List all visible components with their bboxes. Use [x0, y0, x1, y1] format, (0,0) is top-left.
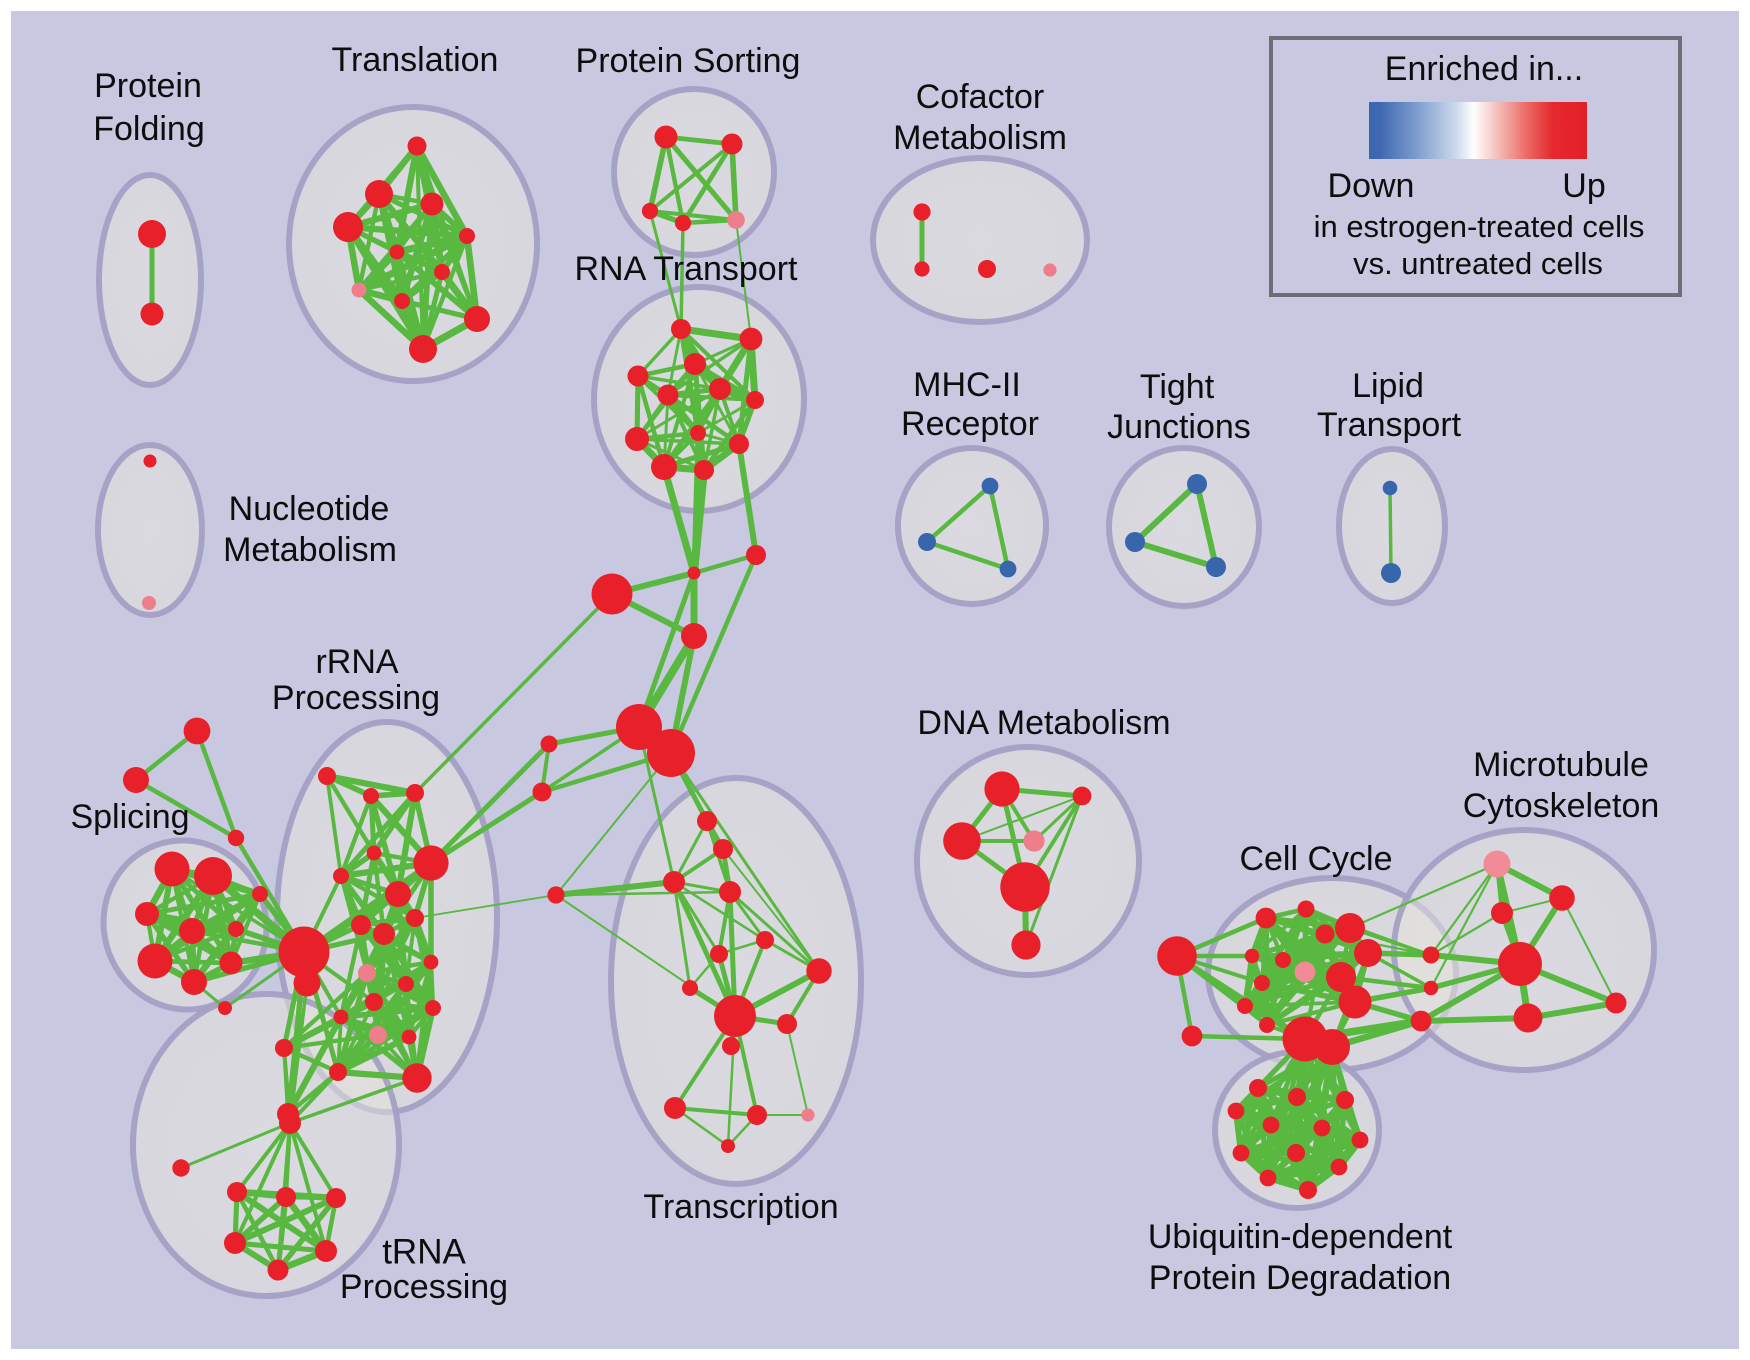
svg-text:Nucleotide: Nucleotide [229, 490, 390, 528]
svg-text:Transport: Transport [1317, 406, 1462, 444]
svg-text:vs. untreated cells: vs. untreated cells [1353, 246, 1603, 281]
svg-text:Protein: Protein [94, 67, 202, 105]
svg-text:Receptor: Receptor [901, 405, 1039, 443]
svg-text:rRNA: rRNA [315, 643, 398, 681]
svg-text:Enriched in...: Enriched in... [1385, 50, 1583, 88]
svg-text:Transcription: Transcription [643, 1188, 838, 1226]
svg-text:Processing: Processing [340, 1268, 508, 1306]
svg-text:Microtubule: Microtubule [1473, 746, 1649, 784]
svg-text:Cofactor: Cofactor [916, 78, 1045, 116]
svg-text:Tight: Tight [1140, 368, 1215, 406]
svg-text:Protein Degradation: Protein Degradation [1149, 1259, 1451, 1297]
svg-text:Metabolism: Metabolism [893, 119, 1067, 157]
svg-text:DNA Metabolism: DNA Metabolism [917, 704, 1170, 742]
svg-text:Translation: Translation [332, 41, 499, 79]
svg-text:RNA Transport: RNA Transport [575, 250, 799, 288]
svg-text:Folding: Folding [93, 110, 205, 148]
svg-text:Protein Sorting: Protein Sorting [576, 42, 801, 80]
svg-text:Metabolism: Metabolism [223, 531, 397, 569]
svg-text:MHC-II: MHC-II [913, 366, 1021, 404]
svg-text:Cell Cycle: Cell Cycle [1239, 840, 1392, 878]
svg-text:Junctions: Junctions [1107, 408, 1251, 446]
svg-text:Cytoskeleton: Cytoskeleton [1463, 787, 1660, 825]
svg-text:Processing: Processing [272, 679, 440, 717]
svg-text:Lipid: Lipid [1352, 367, 1424, 405]
svg-text:Splicing: Splicing [70, 798, 189, 836]
svg-text:in estrogen-treated cells: in estrogen-treated cells [1314, 209, 1645, 244]
svg-text:Down: Down [1328, 167, 1415, 205]
svg-text:Ubiquitin-dependent: Ubiquitin-dependent [1148, 1218, 1453, 1256]
svg-text:tRNA: tRNA [382, 1232, 466, 1271]
svg-text:Up: Up [1562, 167, 1605, 205]
